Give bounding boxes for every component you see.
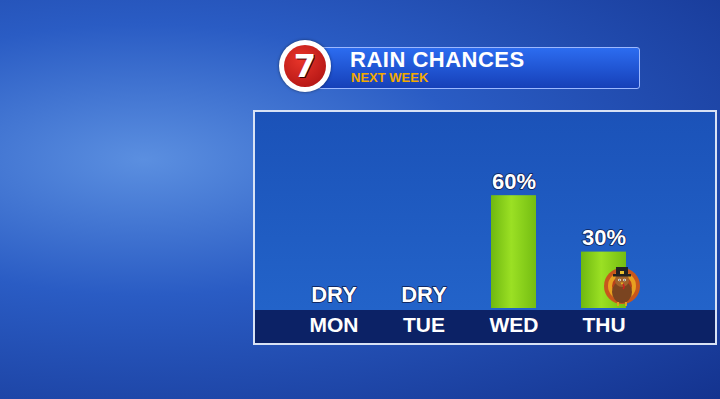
svg-text:DRY: DRY [401,282,447,307]
html-text:RAIN CHANCES: RAIN CHANCES [350,47,525,72]
svg-text:30%: 30% [582,225,626,250]
svg-text:TUE: TUE [403,313,445,336]
svg-text:WED: WED [490,313,539,336]
html-text:NEXT WEEK: NEXT WEEK [351,70,429,85]
svg-text:60%: 60% [492,169,536,194]
svg-text:DRY: DRY [311,282,357,307]
svg-text:THU: THU [582,313,625,336]
html-text:7: 7 [293,47,317,85]
svg-text:MON: MON [310,313,359,336]
